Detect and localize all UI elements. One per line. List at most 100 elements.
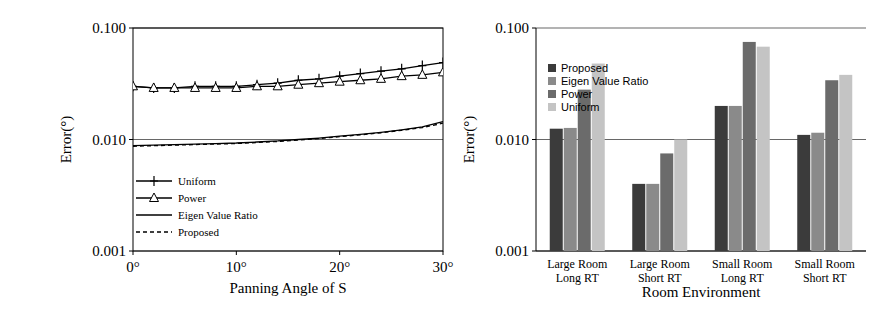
marker-triangle bbox=[211, 83, 220, 92]
x-tick-label: Large RoomLong RT bbox=[547, 257, 608, 285]
bar bbox=[550, 129, 563, 251]
marker-triangle bbox=[418, 70, 427, 79]
bar bbox=[743, 42, 756, 251]
legend-label: Power bbox=[178, 192, 206, 204]
y-tick-label: 0.100 bbox=[92, 20, 126, 36]
marker-plus bbox=[170, 83, 178, 93]
x-axis-label: Panning Angle of S bbox=[229, 280, 346, 296]
legend-label: Uniform bbox=[561, 101, 600, 113]
y-tick-label: 0.001 bbox=[92, 243, 126, 259]
marker-plus bbox=[253, 80, 261, 90]
y-tick bbox=[532, 28, 536, 29]
y-tick-label: 0.010 bbox=[92, 132, 126, 148]
marker-triangle bbox=[232, 83, 241, 92]
marker-plus bbox=[212, 81, 220, 91]
marker-triangle bbox=[335, 77, 344, 86]
marker-triangle bbox=[191, 83, 200, 92]
legend-label: Power bbox=[561, 88, 593, 100]
legend-label: Proposed bbox=[561, 62, 608, 74]
bar bbox=[646, 184, 659, 251]
marker-triangle bbox=[377, 74, 386, 83]
bar bbox=[632, 184, 645, 251]
marker-triangle bbox=[273, 81, 282, 90]
bar bbox=[757, 47, 770, 251]
series-line bbox=[133, 72, 443, 88]
bar bbox=[797, 135, 810, 251]
marker-triangle bbox=[149, 83, 158, 92]
legend-label: Eigen Value Ratio bbox=[561, 75, 648, 87]
legend-line bbox=[136, 231, 172, 232]
label-line: Short RT bbox=[638, 271, 682, 285]
legend-swatch bbox=[548, 77, 556, 85]
marker-plus bbox=[150, 83, 158, 93]
label-line: Large Room bbox=[547, 257, 608, 271]
plot-frame bbox=[133, 28, 443, 251]
series-line bbox=[133, 123, 443, 146]
marker-triangle bbox=[133, 81, 138, 90]
bar bbox=[660, 153, 673, 251]
y-tick bbox=[532, 251, 536, 252]
marker-triangle bbox=[253, 81, 262, 90]
bar bbox=[811, 133, 824, 251]
x-tick-label: Small RoomLong RT bbox=[712, 257, 773, 285]
y-tick bbox=[129, 139, 133, 140]
bar bbox=[715, 106, 728, 251]
label-line: Long RT bbox=[721, 271, 765, 285]
legend-label: Proposed bbox=[178, 226, 219, 238]
marker-plus bbox=[439, 58, 443, 68]
label-line: Small Room bbox=[712, 257, 773, 271]
legend-label: Eigen Value Ratio bbox=[178, 209, 258, 221]
x-tick-label: 20° bbox=[329, 259, 350, 275]
x-tick bbox=[236, 251, 237, 255]
marker-triangle bbox=[315, 78, 324, 86]
figure: 0.001 0.010 0.100 Error(°) 0° 10° 20° 30° Pannin… bbox=[0, 0, 876, 325]
y-tick bbox=[532, 139, 536, 140]
legend-swatch bbox=[548, 64, 556, 72]
marker-triangle bbox=[150, 193, 159, 202]
y-axis-label: Error(°) bbox=[58, 116, 75, 164]
marker-plus bbox=[232, 81, 240, 91]
label-line: Large Room bbox=[630, 257, 691, 271]
marker-plus bbox=[150, 176, 158, 186]
series-line bbox=[133, 63, 443, 88]
label-line: Small Room bbox=[795, 257, 856, 271]
label-line: Long RT bbox=[556, 271, 600, 285]
bar bbox=[729, 106, 742, 251]
y-axis-label: Error(°) bbox=[461, 116, 478, 164]
marker-plus bbox=[191, 81, 199, 91]
x-tick-label: 30° bbox=[433, 259, 454, 275]
marker-triangle bbox=[170, 83, 179, 92]
label-line: Short RT bbox=[803, 271, 847, 285]
plot-area bbox=[550, 42, 853, 251]
marker-triangle bbox=[397, 71, 406, 80]
x-tick-label: 0° bbox=[126, 259, 140, 275]
y-tick-label: 0.010 bbox=[495, 132, 529, 148]
legend-line bbox=[136, 214, 172, 215]
legend-label: Uniform bbox=[178, 175, 216, 187]
marker-triangle bbox=[356, 75, 365, 84]
legend-swatch bbox=[548, 90, 556, 98]
x-tick bbox=[339, 251, 340, 255]
y-tick bbox=[129, 251, 133, 252]
x-axis-label: Room Environment bbox=[642, 284, 762, 300]
x-tick-label: Large RoomShort RT bbox=[630, 257, 691, 285]
y-tick bbox=[129, 28, 133, 29]
bar bbox=[674, 140, 687, 252]
bar bbox=[825, 80, 838, 251]
x-tick-label: 10° bbox=[226, 259, 247, 275]
marker-triangle bbox=[294, 80, 303, 89]
x-tick-label: Small RoomShort RT bbox=[795, 257, 856, 285]
bar bbox=[839, 75, 852, 251]
x-tick bbox=[443, 251, 444, 255]
y-tick-label: 0.100 bbox=[495, 20, 529, 36]
marker-triangle bbox=[439, 67, 444, 76]
y-tick-label: 0.001 bbox=[495, 243, 529, 259]
plot-area bbox=[133, 58, 443, 147]
series-line bbox=[133, 122, 443, 146]
x-tick bbox=[133, 251, 134, 255]
bar bbox=[564, 128, 577, 251]
grid-line bbox=[536, 28, 866, 29]
legend-swatch bbox=[548, 103, 556, 111]
bar bbox=[592, 64, 605, 251]
y-axis bbox=[536, 28, 537, 251]
